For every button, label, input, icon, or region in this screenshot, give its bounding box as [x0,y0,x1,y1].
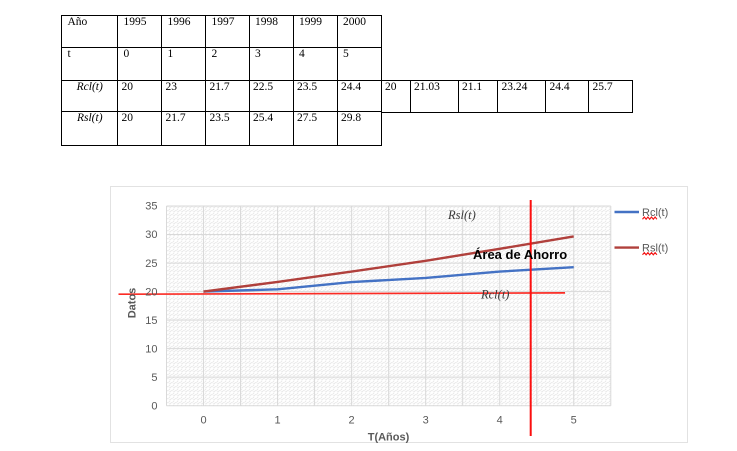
svg-text:1: 1 [275,415,281,427]
svg-text:Datos: Datos [127,288,139,319]
svg-text:5: 5 [571,415,577,427]
svg-text:T(Años): T(Años) [368,432,410,444]
svg-text:15: 15 [145,315,157,327]
svg-text:2: 2 [349,415,355,427]
svg-text:Rsl(t): Rsl(t) [642,243,668,255]
svg-text:0: 0 [151,400,157,412]
svg-text:3: 3 [423,415,429,427]
svg-text:4: 4 [497,415,503,427]
svg-text:Área de Ahorro: Área de Ahorro [473,247,567,262]
svg-text:5: 5 [151,372,157,384]
svg-text:10: 10 [145,343,157,355]
svg-text:30: 30 [145,229,157,241]
svg-text:20: 20 [145,286,157,298]
svg-text:Rcl(t): Rcl(t) [480,287,509,301]
svg-text:25: 25 [145,258,157,270]
svg-text:Rcl(t): Rcl(t) [642,207,668,219]
svg-text:35: 35 [145,201,157,213]
svg-text:0: 0 [200,415,206,427]
svg-text:Rsl(t): Rsl(t) [447,208,476,222]
